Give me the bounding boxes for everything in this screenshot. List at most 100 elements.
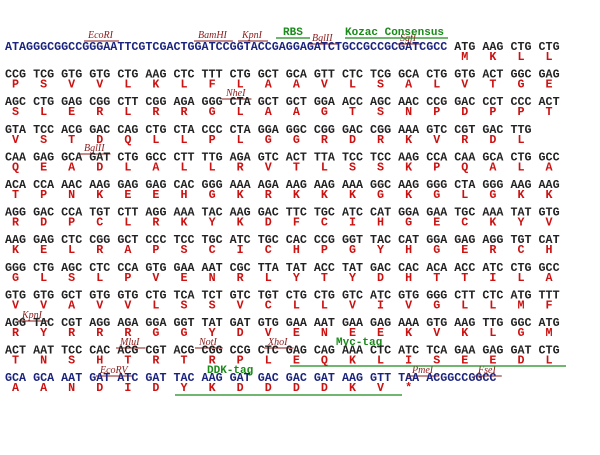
amino-acid: P [321, 243, 328, 257]
amino-acid: E [546, 78, 553, 92]
amino-acid: A [265, 78, 273, 92]
amino-acid: V [349, 298, 356, 312]
amino-acid: L [461, 298, 468, 312]
amino-acid: V [377, 381, 384, 395]
amino-acid: K [489, 216, 497, 230]
amino-acid: R [461, 133, 468, 147]
amino-acid: E [124, 188, 131, 202]
site-label: PmeI [411, 365, 434, 376]
amino-acid: L [321, 160, 328, 174]
amino-acid: V [461, 78, 468, 92]
amino-acid: A [68, 160, 76, 174]
amino-acid: E [293, 326, 300, 340]
amino-acid: L [181, 78, 188, 92]
amino-acid: E [40, 243, 47, 257]
amino-acid: L [124, 216, 131, 230]
amino-acid: T [433, 271, 440, 285]
amino-acid: D [293, 381, 300, 395]
amino-acid: Q [321, 354, 328, 368]
amino-acid: E [68, 105, 75, 119]
amino-acid: L [181, 160, 188, 174]
amino-acid: K [349, 188, 357, 202]
amino-acid: D [461, 105, 468, 119]
site-label: BamHI [198, 30, 228, 41]
amino-acid: V [40, 298, 47, 312]
amino-acid: Y [209, 326, 216, 340]
site-label: FseI [477, 365, 496, 376]
amino-acid: H [377, 216, 384, 230]
amino-acid: K [349, 381, 357, 395]
dna-sequence: GTA TCC ACG GAC CAG CTG CTA CCC CTA GGA … [5, 123, 532, 137]
amino-acid: D [237, 326, 244, 340]
amino-acid: N [40, 354, 47, 368]
site-label: NheI [225, 88, 246, 99]
site-label: BglII [312, 33, 333, 44]
amino-acid: T [124, 354, 131, 368]
amino-acid: G [321, 105, 328, 119]
amino-acid: D [152, 381, 159, 395]
amino-acid: V [237, 298, 244, 312]
amino-acid: P [433, 105, 440, 119]
site-label: KpnI [241, 30, 263, 41]
amino-acid: G [349, 243, 356, 257]
dna-sequence: GGG CTG AGC CTC CCA GTG GAA AAT CGC TTA … [5, 261, 560, 275]
amino-acid: P [124, 271, 131, 285]
amino-acid: L [152, 298, 159, 312]
amino-acid: D [377, 271, 384, 285]
amino-acid: T [321, 271, 328, 285]
amino-acid: V [96, 78, 103, 92]
amino-acid: G [152, 326, 159, 340]
amino-acid: G [517, 78, 524, 92]
feature-label: Myc-tag [336, 337, 382, 349]
amino-acid: V [433, 326, 440, 340]
amino-acid: L [124, 105, 131, 119]
amino-acid: H [181, 188, 188, 202]
amino-acid: I [349, 216, 356, 230]
amino-acid: V [12, 298, 19, 312]
amino-acid: P [40, 188, 47, 202]
amino-acid: A [293, 105, 301, 119]
amino-acid: V [546, 216, 553, 230]
amino-acid: Y [517, 216, 524, 230]
amino-acid: H [293, 243, 300, 257]
amino-acid: Q [124, 133, 131, 147]
amino-acid: L [546, 354, 553, 368]
amino-acid: * [405, 381, 412, 395]
amino-acid: R [12, 216, 19, 230]
amino-acid: L [489, 326, 496, 340]
leader-sequence: ATAGGGCGGCCGGGAATTCGTCGACTGGATCCGGTACCGA… [5, 40, 447, 54]
amino-acid: S [433, 354, 440, 368]
amino-acid: L [377, 354, 384, 368]
amino-acid: R [68, 326, 75, 340]
amino-acid: S [40, 133, 47, 147]
amino-acid: H [546, 243, 553, 257]
amino-acid: N [405, 105, 412, 119]
amino-acid: A [293, 78, 301, 92]
amino-acid: E [152, 188, 159, 202]
amino-acid: G [433, 298, 440, 312]
amino-acid: Y [181, 381, 188, 395]
amino-acid: Y [209, 216, 216, 230]
amino-acid: K [461, 326, 469, 340]
amino-acid: V [152, 271, 159, 285]
feature-lines [175, 37, 566, 396]
amino-acid: F [293, 216, 300, 230]
dna-sequence: CCG TCG GTG GTG CTG AAG CTC TTT CTG GCT … [5, 68, 560, 82]
amino-acid: Q [461, 160, 468, 174]
amino-acid: L [265, 354, 272, 368]
amino-acid: Y [293, 271, 300, 285]
amino-acid: H [405, 271, 412, 285]
amino-acid: K [12, 243, 20, 257]
amino-acid: V [265, 326, 272, 340]
amino-acid: K [152, 78, 160, 92]
amino-acid: D [321, 381, 328, 395]
amino-acid: R [265, 188, 272, 202]
amino-acid: G [209, 105, 216, 119]
amino-acid: K [96, 188, 104, 202]
amino-acid: M [517, 298, 524, 312]
amino-acid: R [321, 133, 328, 147]
amino-acid: R [124, 326, 131, 340]
amino-acid: K [237, 188, 245, 202]
site-label: NotI [198, 337, 217, 348]
amino-acid: L [209, 160, 216, 174]
